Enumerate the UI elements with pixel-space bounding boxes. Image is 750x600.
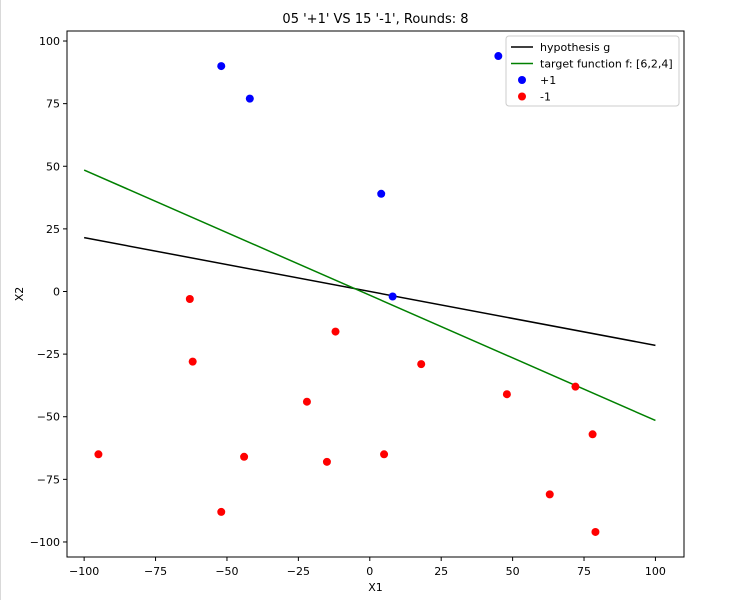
scatter-point	[545, 490, 554, 499]
y-tick-label: −100	[30, 536, 60, 549]
x-tick-label: −100	[69, 565, 99, 578]
x-tick-label: 0	[366, 565, 373, 578]
x-axis-label: X1	[368, 581, 383, 594]
y-axis-label: X2	[13, 287, 26, 302]
plot-frame	[66, 30, 685, 558]
x-tick-label: −75	[144, 565, 167, 578]
scatter-point	[217, 62, 226, 71]
plot-area	[83, 52, 656, 536]
scatter-point	[245, 94, 254, 103]
scatter-point	[188, 357, 197, 366]
page-left-border	[0, 0, 1, 600]
scatter-point	[571, 382, 580, 391]
scatter-point	[322, 457, 331, 466]
legend-label: target function f: [6,2,4]	[540, 58, 673, 71]
scatter-point	[388, 292, 397, 301]
scatter-point	[302, 397, 311, 406]
scatter-point	[377, 189, 386, 198]
y-tick-label: 75	[46, 98, 60, 111]
legend-marker-swatch	[518, 92, 526, 101]
scatter-point	[588, 430, 597, 439]
y-tick-label: 25	[46, 223, 60, 236]
scatter-point	[494, 52, 503, 61]
x-tick-label: 100	[645, 565, 666, 578]
legend-label: hypothesis g	[540, 41, 610, 54]
axes: −100 −75 −50 −25 0 25 50 75 100 −100 −75 −50 −25 0 25 5…	[30, 35, 666, 578]
scatter-point	[185, 295, 194, 304]
legend-label: +1	[540, 74, 556, 87]
series-line	[83, 169, 656, 422]
legend-box	[505, 35, 680, 107]
x-tick-label: 25	[434, 565, 448, 578]
scatter-point	[240, 452, 249, 461]
x-tick-label: 75	[577, 565, 591, 578]
x-tick-label: 50	[506, 565, 520, 578]
scatter-point	[417, 360, 426, 369]
y-tick-label: −75	[37, 473, 60, 486]
scatter-point	[217, 507, 226, 516]
y-tick-label: −50	[37, 411, 60, 424]
y-tick-label: 50	[46, 160, 60, 173]
scatter-point	[94, 450, 103, 459]
x-tick-label: −50	[215, 565, 238, 578]
scatter-point	[380, 450, 389, 459]
chart-title: 05 '+1' VS 15 '-1', Rounds: 8	[282, 12, 468, 27]
y-tick-label: −25	[37, 348, 60, 361]
series-line	[83, 236, 656, 347]
y-tick-label: 0	[53, 285, 60, 298]
legend: hypothesis g target function f: [6,2,4] +1…	[505, 35, 680, 107]
scatter-point	[331, 327, 340, 336]
scatter-point	[502, 390, 511, 399]
legend-label: -1	[540, 91, 551, 104]
x-tick-label: −25	[287, 565, 310, 578]
y-tick-label: 100	[39, 35, 60, 48]
legend-marker-swatch	[518, 76, 526, 84]
scatter-point	[591, 527, 600, 536]
